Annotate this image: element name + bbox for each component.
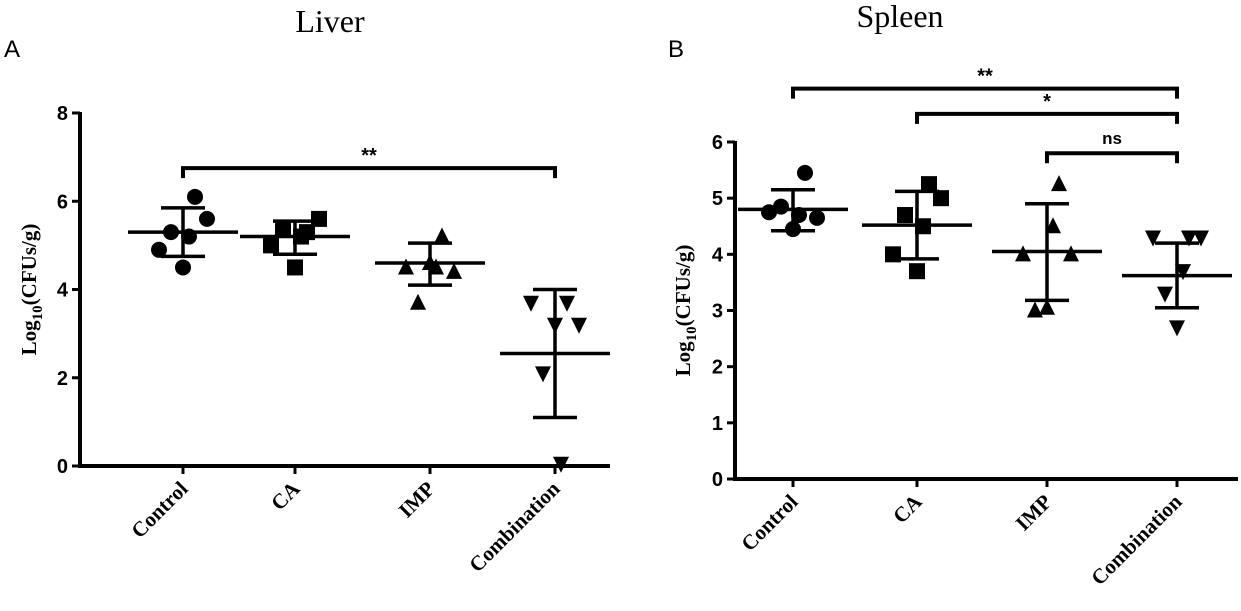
y-tick-label: 1 — [712, 413, 723, 435]
y-tick-label: 4 — [57, 280, 69, 302]
data-point — [559, 295, 575, 312]
significance-bracket — [791, 86, 1179, 99]
data-point — [523, 295, 539, 312]
significance-label: ** — [977, 66, 993, 88]
significance-bracket — [915, 111, 1179, 124]
data-point — [293, 228, 309, 245]
data-point — [1045, 217, 1061, 234]
data-point — [1175, 264, 1191, 281]
data-point — [1145, 230, 1161, 247]
data-point — [921, 176, 937, 193]
data-point — [571, 317, 587, 334]
panel-label: B — [668, 36, 684, 63]
data-point — [410, 293, 426, 310]
category-label: Control — [736, 489, 802, 555]
data-point — [263, 237, 279, 254]
category-label: IMP — [1011, 489, 1057, 535]
data-point — [187, 188, 203, 205]
panel-liver: Liver A 0 2 4 6 8 Log10(CFUs/g) Control CA IMP Comb… — [4, 3, 610, 577]
data-point — [809, 209, 825, 226]
data-point — [181, 228, 197, 245]
data-point — [1193, 230, 1209, 247]
data-point — [428, 258, 444, 275]
chart-title: Liver — [295, 3, 365, 39]
data-point — [1169, 320, 1185, 337]
y-tick-label: 4 — [712, 244, 724, 266]
data-point — [897, 207, 913, 224]
category-label: CA — [888, 489, 927, 528]
data-point — [933, 190, 949, 207]
data-point — [1181, 230, 1197, 247]
category-label: CA — [266, 476, 305, 515]
y-axis-label: Log10(CFUs/g) — [671, 245, 700, 377]
data-point — [1039, 298, 1055, 315]
chart-title: Spleen — [856, 0, 943, 34]
data-point — [791, 207, 807, 224]
data-point — [275, 219, 291, 236]
data-point — [311, 210, 327, 227]
category-label: Combination — [464, 476, 565, 577]
significance-label: ns — [1102, 129, 1122, 148]
y-tick-label: 3 — [712, 301, 723, 323]
data-point — [163, 224, 179, 241]
data-point — [1027, 301, 1043, 318]
data-point — [446, 262, 462, 279]
data-point — [434, 227, 450, 244]
significance-bracket — [181, 166, 557, 179]
data-point — [915, 218, 931, 235]
data-point — [1015, 245, 1031, 262]
category-label: Control — [126, 476, 192, 542]
category-label: Combination — [1086, 489, 1187, 590]
panel-label: A — [4, 36, 20, 63]
y-tick-label: 6 — [57, 191, 68, 213]
data-point — [1063, 245, 1079, 262]
y-tick-label: 2 — [57, 368, 68, 390]
data-point — [1157, 286, 1173, 303]
y-axis-label: Log10(CFUs/g) — [17, 224, 46, 356]
category-label: IMP — [394, 476, 440, 522]
y-tick-label: 0 — [57, 456, 68, 478]
data-point — [535, 366, 551, 383]
significance-label: ** — [361, 145, 377, 167]
data-point — [175, 259, 191, 276]
data-point — [909, 263, 925, 280]
y-tick-label: 8 — [57, 103, 68, 125]
data-point — [547, 317, 563, 334]
panel-spleen: Spleen B 0 1 2 3 4 5 6 Log10(CFUs/g) Control CA IMP C… — [668, 0, 1238, 590]
y-tick-label: 5 — [712, 188, 723, 210]
data-point — [287, 259, 303, 276]
data-point — [773, 198, 789, 215]
y-tick-label: 0 — [712, 469, 723, 491]
data-point — [761, 204, 777, 221]
data-point — [199, 210, 215, 227]
significance-label: * — [1043, 91, 1051, 113]
y-tick-label: 2 — [712, 357, 723, 379]
y-tick-label: 6 — [712, 132, 723, 154]
data-point — [885, 246, 901, 263]
data-point — [785, 221, 801, 238]
data-point — [1051, 175, 1067, 192]
data-point — [398, 258, 414, 275]
significance-bracket — [1045, 151, 1179, 164]
data-point — [797, 164, 813, 181]
data-point — [553, 456, 569, 473]
data-point — [151, 241, 167, 258]
